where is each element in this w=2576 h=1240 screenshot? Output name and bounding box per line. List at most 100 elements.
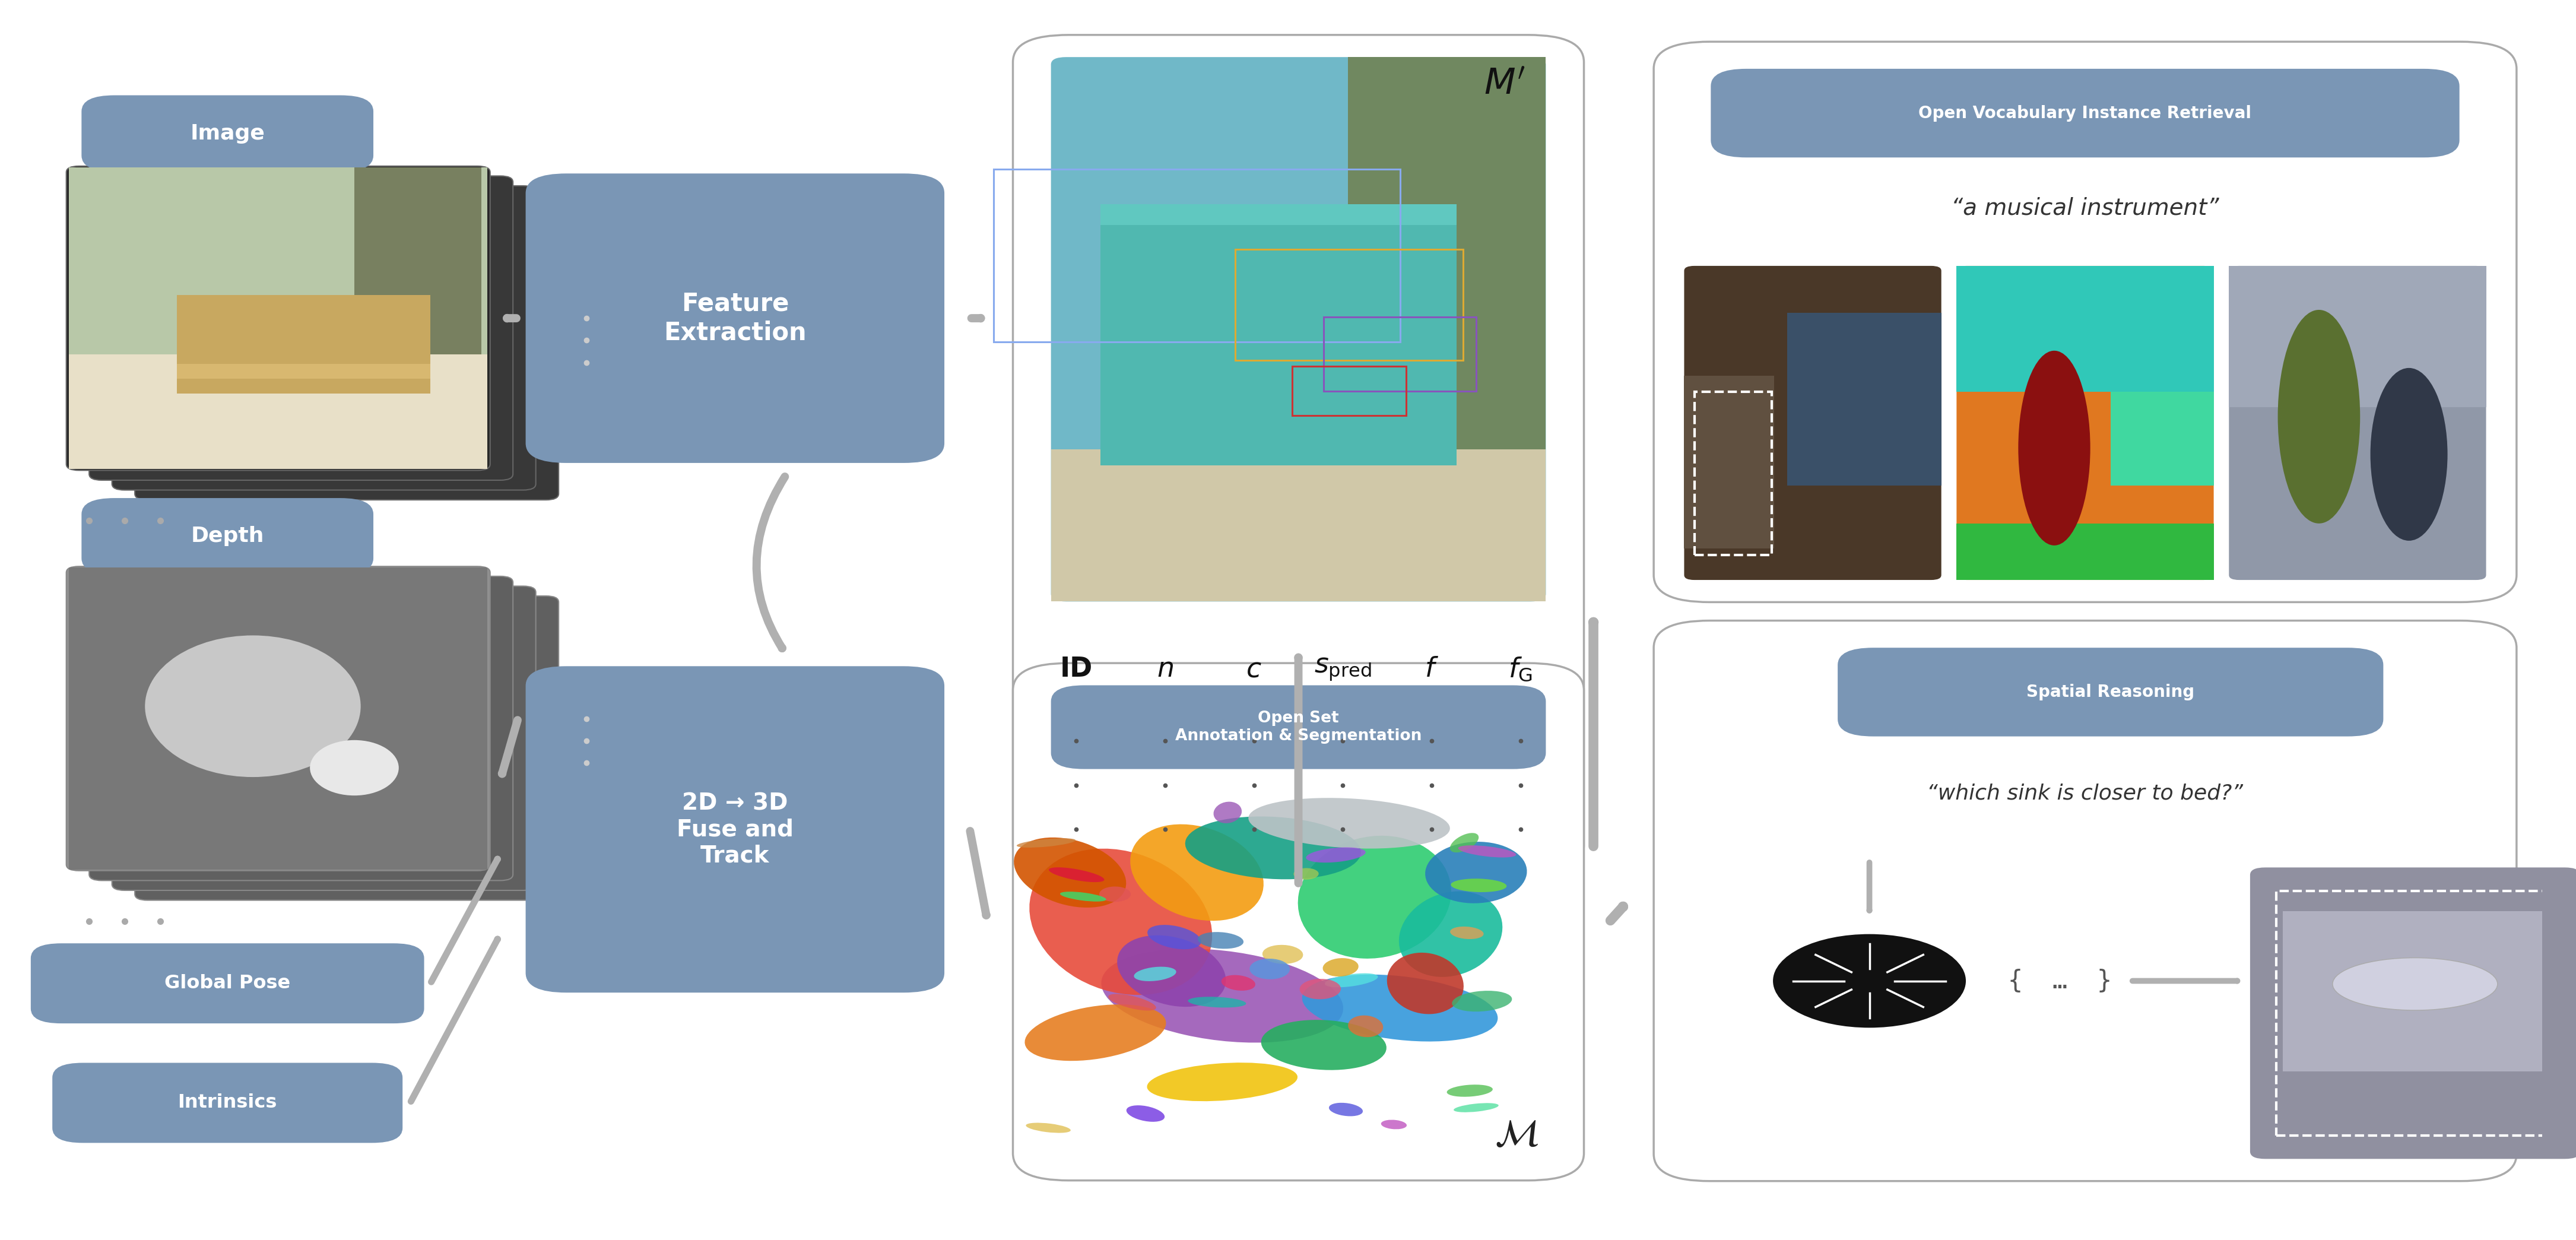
Text: Spatial Reasoning: Spatial Reasoning bbox=[2027, 683, 2195, 701]
Ellipse shape bbox=[1448, 1085, 1492, 1097]
FancyBboxPatch shape bbox=[1837, 647, 2383, 737]
Ellipse shape bbox=[1103, 949, 1342, 1043]
FancyBboxPatch shape bbox=[526, 666, 945, 992]
Bar bbox=[355, 167, 482, 355]
FancyBboxPatch shape bbox=[1654, 620, 2517, 1180]
FancyBboxPatch shape bbox=[134, 196, 559, 500]
Ellipse shape bbox=[1298, 836, 1450, 959]
FancyBboxPatch shape bbox=[1685, 265, 1942, 580]
Text: {  …  }: { … } bbox=[2007, 968, 2112, 993]
Ellipse shape bbox=[1249, 959, 1291, 980]
FancyBboxPatch shape bbox=[2228, 265, 2486, 580]
FancyBboxPatch shape bbox=[526, 174, 945, 463]
Bar bbox=[2282, 911, 2548, 1071]
Ellipse shape bbox=[1108, 994, 1157, 1011]
FancyBboxPatch shape bbox=[90, 176, 513, 480]
Bar bbox=[1788, 312, 1942, 486]
Text: $\mathcal{M}$: $\mathcal{M}$ bbox=[1494, 1116, 1538, 1153]
Bar bbox=[70, 355, 487, 469]
Ellipse shape bbox=[1450, 833, 1479, 852]
Ellipse shape bbox=[1131, 825, 1265, 921]
Bar bbox=[1051, 449, 1546, 601]
Ellipse shape bbox=[1324, 973, 1378, 987]
FancyBboxPatch shape bbox=[1654, 42, 2517, 603]
Text: $f_{\rm G}$: $f_{\rm G}$ bbox=[1510, 656, 1533, 683]
Bar bbox=[178, 363, 430, 378]
Ellipse shape bbox=[1386, 952, 1463, 1014]
Ellipse shape bbox=[1188, 997, 1247, 1008]
FancyBboxPatch shape bbox=[1051, 686, 1546, 769]
Bar bbox=[178, 295, 430, 393]
FancyBboxPatch shape bbox=[90, 577, 513, 880]
Text: Open Set
Annotation & Segmentation: Open Set Annotation & Segmentation bbox=[1175, 711, 1422, 744]
Text: “a musical instrument”: “a musical instrument” bbox=[1950, 197, 2218, 219]
Ellipse shape bbox=[2017, 351, 2089, 546]
Bar bbox=[70, 568, 487, 869]
Ellipse shape bbox=[1301, 978, 1342, 999]
Bar bbox=[70, 167, 487, 469]
Ellipse shape bbox=[1118, 935, 1226, 1007]
Ellipse shape bbox=[1453, 991, 1512, 1012]
Text: Global Pose: Global Pose bbox=[165, 975, 291, 992]
Bar bbox=[1958, 265, 2213, 392]
Ellipse shape bbox=[1133, 967, 1177, 981]
Bar bbox=[1293, 366, 1406, 415]
FancyBboxPatch shape bbox=[111, 186, 536, 490]
Ellipse shape bbox=[1100, 887, 1131, 901]
Bar bbox=[2277, 890, 2553, 1136]
Ellipse shape bbox=[1146, 925, 1200, 950]
Ellipse shape bbox=[1399, 892, 1502, 977]
Ellipse shape bbox=[1048, 867, 1105, 882]
Ellipse shape bbox=[1249, 797, 1450, 848]
Text: $s_{\rm pred}$: $s_{\rm pred}$ bbox=[1314, 656, 1370, 683]
Bar bbox=[994, 169, 1399, 342]
Text: $M'$: $M'$ bbox=[1484, 67, 1525, 102]
Ellipse shape bbox=[1450, 926, 1484, 939]
Ellipse shape bbox=[1306, 847, 1365, 863]
Ellipse shape bbox=[1221, 975, 1255, 991]
Ellipse shape bbox=[1301, 975, 1497, 1042]
Ellipse shape bbox=[1425, 842, 1528, 903]
FancyBboxPatch shape bbox=[2249, 868, 2576, 1159]
FancyBboxPatch shape bbox=[52, 1063, 402, 1143]
Circle shape bbox=[1772, 934, 1965, 1028]
Ellipse shape bbox=[2277, 310, 2360, 523]
FancyBboxPatch shape bbox=[1710, 68, 2460, 157]
Ellipse shape bbox=[1321, 959, 1358, 977]
Bar bbox=[1695, 392, 1772, 554]
FancyBboxPatch shape bbox=[67, 166, 489, 470]
FancyBboxPatch shape bbox=[111, 587, 536, 890]
Ellipse shape bbox=[1262, 1019, 1386, 1070]
Text: Image: Image bbox=[191, 123, 265, 144]
Ellipse shape bbox=[1030, 848, 1213, 994]
Text: ID: ID bbox=[1059, 656, 1092, 683]
FancyBboxPatch shape bbox=[31, 944, 425, 1023]
Ellipse shape bbox=[2331, 957, 2499, 1011]
FancyBboxPatch shape bbox=[1012, 663, 1584, 1180]
Ellipse shape bbox=[1015, 837, 1126, 908]
Ellipse shape bbox=[1381, 1120, 1406, 1130]
Text: $n$: $n$ bbox=[1157, 656, 1175, 683]
FancyBboxPatch shape bbox=[1958, 265, 2213, 580]
Ellipse shape bbox=[1126, 1105, 1164, 1122]
Bar bbox=[1958, 523, 2213, 580]
Ellipse shape bbox=[144, 635, 361, 777]
Ellipse shape bbox=[1262, 945, 1303, 963]
FancyBboxPatch shape bbox=[67, 567, 489, 870]
Text: $c$: $c$ bbox=[1247, 656, 1262, 683]
Text: Open Vocabulary Instance Retrieval: Open Vocabulary Instance Retrieval bbox=[1919, 105, 2251, 122]
Ellipse shape bbox=[1450, 879, 1507, 892]
Text: $f$: $f$ bbox=[1425, 656, 1440, 683]
Ellipse shape bbox=[1018, 838, 1077, 848]
FancyBboxPatch shape bbox=[82, 95, 374, 171]
Text: Feature
Extraction: Feature Extraction bbox=[665, 291, 806, 345]
Ellipse shape bbox=[2370, 368, 2447, 541]
Bar bbox=[1347, 57, 1546, 465]
Bar bbox=[1100, 205, 1458, 465]
Text: 2D → 3D
Fuse and
Track: 2D → 3D Fuse and Track bbox=[677, 792, 793, 867]
Ellipse shape bbox=[1025, 1122, 1072, 1133]
Ellipse shape bbox=[1025, 1004, 1167, 1061]
Ellipse shape bbox=[1061, 892, 1105, 901]
Ellipse shape bbox=[1198, 932, 1244, 949]
Ellipse shape bbox=[1458, 846, 1517, 857]
